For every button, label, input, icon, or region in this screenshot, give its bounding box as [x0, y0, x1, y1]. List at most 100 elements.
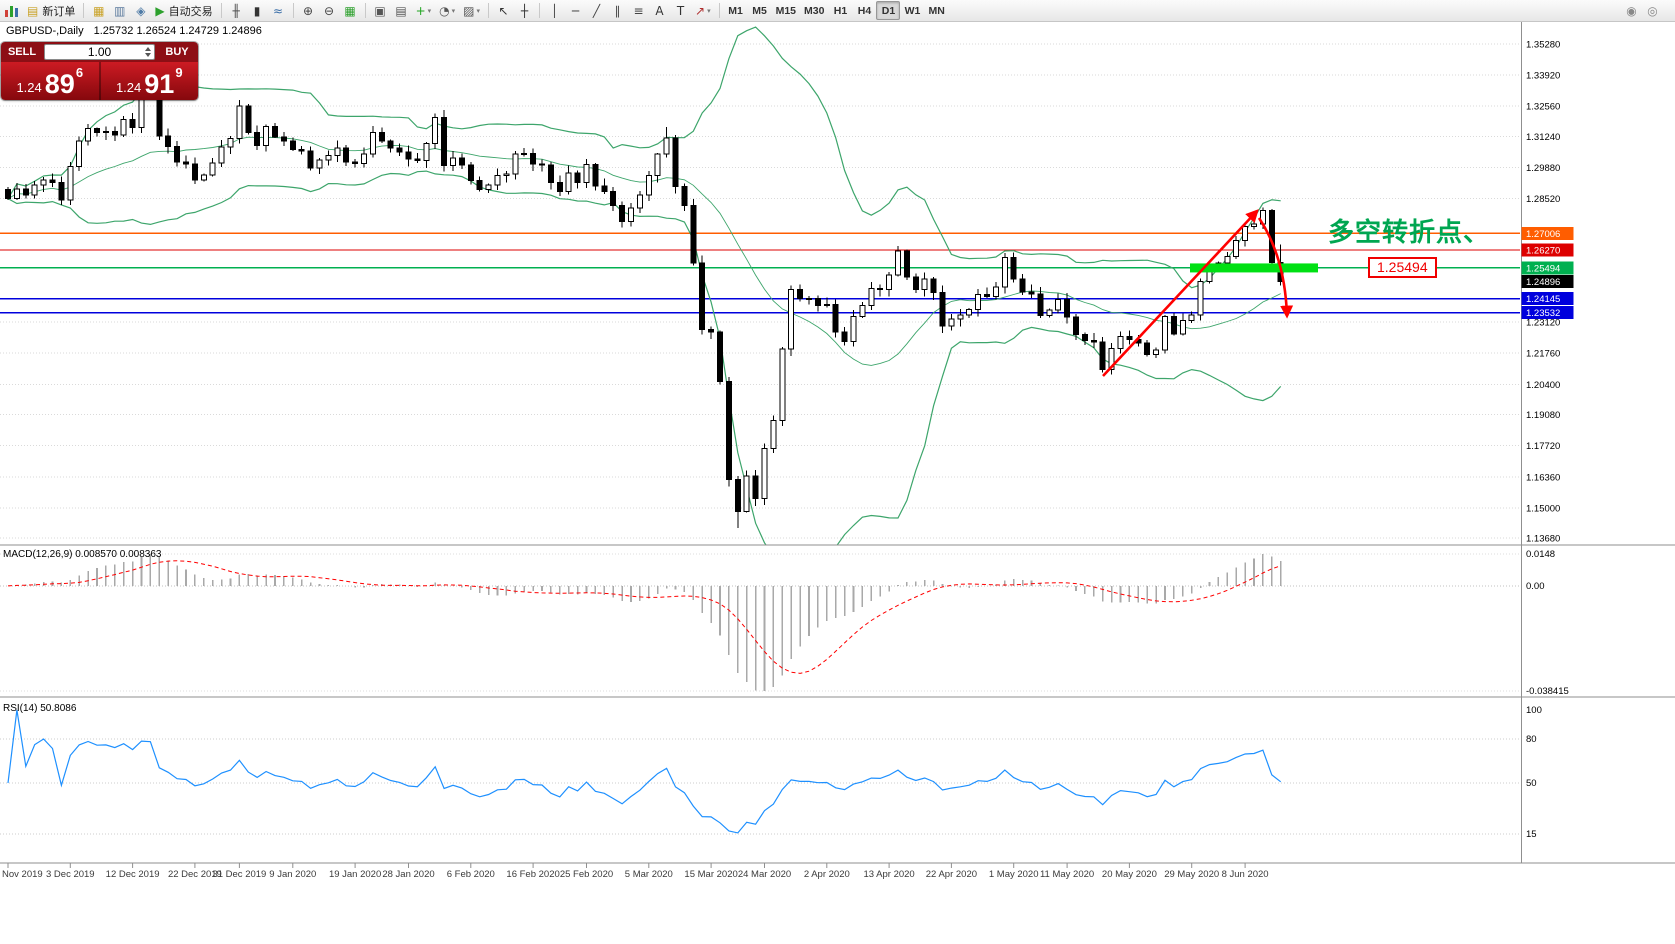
svg-text:1.32560: 1.32560: [1526, 102, 1560, 113]
buy-price[interactable]: 1.24 91 9: [101, 62, 199, 100]
price-axis: 1.35280 1.33920 1.32560 1.31240 1.29880 1.285…: [1521, 22, 1574, 863]
candlestick-icon: ▮: [253, 3, 261, 18]
timeframe-h4-button[interactable]: H4: [852, 1, 876, 20]
timeframe-w1-button[interactable]: W1: [900, 1, 924, 20]
vertical-line-button[interactable]: │: [544, 1, 565, 20]
drop-arrow: [1257, 217, 1294, 319]
sell-price-prefix: 1.24: [16, 79, 42, 95]
volume-down-arrow-icon[interactable]: [145, 53, 151, 57]
macd-signal-line: [7, 560, 1281, 674]
time-axis-label: 15 Mar 2020: [684, 869, 737, 880]
time-axis-label: Nov 2019: [2, 869, 43, 880]
tile-windows-icon: ▦: [344, 3, 356, 18]
periods-button[interactable]: ◔ ▾: [435, 1, 459, 20]
tile-windows-button[interactable]: ▦: [340, 1, 361, 20]
line-chart-button[interactable]: ≈: [268, 1, 289, 20]
timeframe-d1-button[interactable]: D1: [876, 1, 901, 20]
zoom-in-button[interactable]: ⊕: [298, 1, 319, 20]
top-toolbar: ▤ 新订单 ▦ ▥ ◈ ▶ 自动交易 ╫ ▮ ≈ ⊕ ⊖ ▦ ▣ ▤ + ▾ ◔ ▾ ▨ ▾ ↖ ┼ │ ─ ╱ ∥ ≡ A T ↗ ▾ M1 M…: [0, 0, 1675, 22]
svg-text:1.31240: 1.31240: [1526, 132, 1560, 143]
chart-annotations: [1102, 209, 1318, 377]
timeframe-m1-button[interactable]: M1: [724, 1, 748, 20]
trendline-button[interactable]: ╱: [586, 1, 607, 20]
svg-text:80: 80: [1526, 734, 1537, 745]
buy-price-sup: 9: [175, 65, 183, 80]
templates-button[interactable]: ▨ ▾: [459, 1, 484, 20]
navigator-button[interactable]: ◈: [130, 1, 151, 20]
autotrade-button[interactable]: ▶ 自动交易: [151, 1, 216, 20]
text-label-button[interactable]: T: [670, 1, 691, 20]
equidistant-channel-button[interactable]: ∥: [607, 1, 628, 20]
cursor-button[interactable]: ↖: [493, 1, 514, 20]
time-axis-label: 13 Apr 2020: [863, 869, 914, 880]
svg-text:15: 15: [1526, 829, 1537, 840]
svg-text:1.24145: 1.24145: [1526, 294, 1560, 305]
sell-price[interactable]: 1.24 89 6: [1, 62, 99, 100]
new-order-button[interactable]: ▤ 新订单: [23, 1, 79, 20]
new-chart-button[interactable]: ▣: [370, 1, 391, 20]
autotrade-button-label: 自动交易: [168, 5, 213, 18]
buy-price-prefix: 1.24: [115, 79, 142, 95]
autotrade-play-icon: ▶: [155, 3, 165, 18]
bar-chart-button[interactable]: ╫: [226, 1, 247, 20]
crosshair-button[interactable]: ┼: [514, 1, 535, 20]
time-axis-label: 16 Feb 2020: [506, 869, 559, 880]
chart-title: GBPUSD-,Daily 1.25732 1.26524 1.24729 1.2…: [6, 25, 272, 37]
community-button[interactable]: ◎: [1642, 1, 1663, 20]
price-tag: [1521, 226, 1574, 240]
periods-icon: ◔: [439, 3, 450, 18]
sell-button[interactable]: SELL: [1, 42, 43, 62]
time-axis-label: 28 Jan 2020: [382, 869, 434, 880]
svg-text:1.24896: 1.24896: [1526, 277, 1560, 288]
data-window-button[interactable]: ▥: [109, 1, 130, 20]
equidistant-channel-icon: ∥: [614, 3, 621, 18]
svg-text:1.28520: 1.28520: [1526, 194, 1560, 205]
toolbar-separator: [292, 3, 294, 18]
timeframe-m5-button[interactable]: M5: [748, 1, 772, 20]
candlestick-button[interactable]: ▮: [247, 1, 268, 20]
volume-field[interactable]: 1.00: [44, 44, 155, 60]
svg-text:1.16360: 1.16360: [1526, 472, 1560, 483]
vertical-line-icon: │: [550, 3, 559, 18]
profiles-button[interactable]: ▤: [391, 1, 412, 20]
indicators-button[interactable]: + ▾: [412, 1, 436, 20]
svg-text:100: 100: [1526, 705, 1542, 716]
sell-price-sup: 6: [75, 65, 84, 80]
arrows-button[interactable]: ↗ ▾: [691, 1, 715, 20]
templates-icon: ▨: [463, 3, 475, 18]
price-level-flag: 1.25494: [1368, 257, 1437, 278]
arrows-icon: ↗: [695, 3, 706, 18]
panel-separators: [0, 544, 1675, 864]
price-tag: [1521, 275, 1574, 289]
svg-text:-0.038415: -0.038415: [1526, 686, 1569, 697]
candles-layer: [5, 47, 1284, 528]
toolbar-separator: [364, 3, 366, 18]
crosshair-icon: ┼: [520, 3, 529, 18]
horizontal-line-icon: ─: [571, 3, 580, 18]
time-axis-label: 25 Feb 2020: [560, 869, 613, 880]
timeframe-h1-button[interactable]: H1: [828, 1, 852, 20]
chat-button[interactable]: ◉: [1621, 1, 1642, 20]
svg-text:1.35280: 1.35280: [1526, 40, 1560, 51]
horizontal-line-button[interactable]: ─: [565, 1, 586, 20]
bar-chart-icon: ╫: [232, 3, 240, 18]
buy-button[interactable]: BUY: [156, 42, 198, 62]
text-button[interactable]: A: [649, 1, 670, 20]
timeframe-m30-button[interactable]: M30: [800, 1, 828, 20]
community-icon: ◎: [1647, 3, 1658, 18]
fibonacci-button[interactable]: ≡: [628, 1, 649, 20]
chevron-down-icon: ▾: [451, 6, 456, 15]
one-click-trading-panel: SELL 1.00 BUY 1.24 89 6 1.24 91 9: [1, 42, 198, 100]
zoom-out-button[interactable]: ⊖: [319, 1, 340, 20]
volume-up-arrow-icon[interactable]: [145, 47, 151, 51]
line-chart-icon: ≈: [273, 3, 284, 18]
timeframe-mn-button[interactable]: MN: [924, 1, 948, 20]
rsi-panel: [0, 738, 1520, 835]
timeframe-m15-button[interactable]: M15: [772, 1, 800, 20]
svg-text:1.26270: 1.26270: [1526, 246, 1560, 257]
svg-text:50: 50: [1526, 778, 1537, 789]
time-axis-label: 5 Mar 2020: [625, 869, 673, 880]
market-watch-button[interactable]: ▦: [88, 1, 109, 20]
